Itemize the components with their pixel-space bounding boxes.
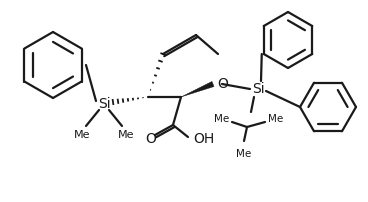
Text: O: O: [217, 77, 228, 91]
Text: Si: Si: [252, 82, 264, 96]
Text: Me: Me: [118, 130, 134, 140]
Text: OH: OH: [193, 132, 214, 146]
Text: Me: Me: [214, 114, 229, 124]
Polygon shape: [181, 81, 214, 97]
Text: Si: Si: [98, 97, 110, 111]
Text: Me: Me: [236, 149, 252, 159]
Text: Me: Me: [74, 130, 90, 140]
Text: Me: Me: [268, 114, 283, 124]
Text: O: O: [146, 132, 156, 146]
